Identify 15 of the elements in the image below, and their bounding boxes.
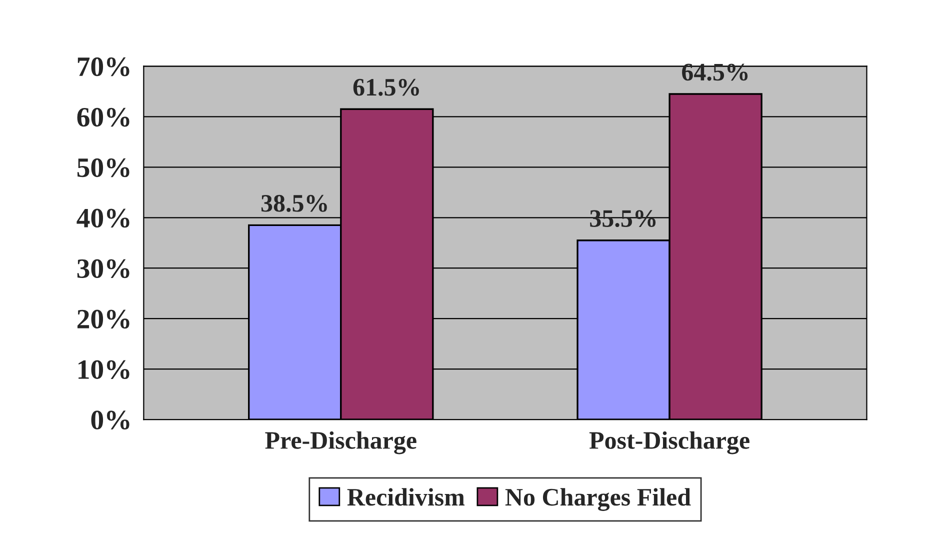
data-label: 64.5% <box>682 64 748 81</box>
y-tick-label: 60% <box>77 108 130 127</box>
legend-label: Recidivism <box>347 488 465 506</box>
y-tick-label: 30% <box>77 259 130 278</box>
y-tick-label: 70% <box>78 57 130 76</box>
x-tick-label: Post-Discharge <box>589 431 750 454</box>
data-label: 61.5% <box>353 78 419 96</box>
y-tick-label: 10% <box>78 360 130 380</box>
y-tick-label: 20% <box>77 310 130 329</box>
y-tick-label: 50% <box>77 158 130 178</box>
legend-label: No Charges Filed <box>505 488 691 511</box>
y-tick-label: 0% <box>91 410 130 430</box>
y-tick-label: 40% <box>76 208 130 228</box>
x-tick-label: Pre-Discharge <box>265 431 416 454</box>
data-label: 38.5% <box>261 194 327 212</box>
